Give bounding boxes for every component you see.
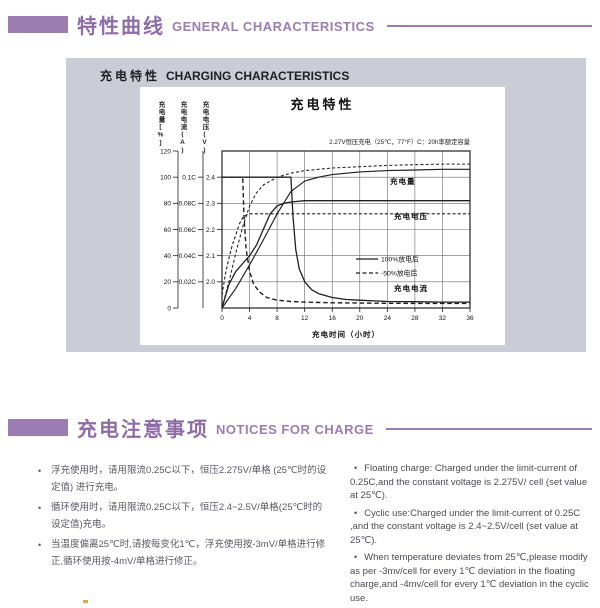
percent-tick-label: 40 [164,253,172,260]
panel-title-zh: 充电特性 [100,69,161,83]
notice-text: Floating charge: Charged under the limit… [350,463,588,501]
notice-text: Cyclic use:Charged under the limit-curre… [350,507,581,546]
x-tick-label: 24 [384,315,392,322]
section-heading-zh: 特性曲线 [77,16,165,38]
header-rule-line [386,25,592,27]
charging-characteristics-panel: 充电特性 CHARGING CHARACTERISTICS 充电特性 充电量[%]… [66,58,586,352]
bullet-icon: • [354,463,358,473]
bullet-icon: • [38,540,42,550]
x-tick-label: 20 [356,315,364,322]
x-tick-label: 8 [275,315,279,322]
voltage-tick-label: 2.1 [206,253,215,260]
series-path-current-50 [222,176,470,305]
y-axis-title-voltage: 充电电压(V) [201,101,208,155]
voltage-tick-label: 2.0 [206,279,215,286]
notice-text: 当温度偏离25℃时,请按每变化1℃，浮充使用按-3mV/单格进行修正,循环使用按… [51,539,326,567]
percent-tick-label: 60 [164,227,172,234]
x-tick-label: 36 [466,315,474,322]
notice-item-zh: • 浮充使用时，请用限流0.25C以下，恒压2.275V/单格 (25℃时的设定… [38,462,328,496]
chart-note: 2.27V恒压充电（25℃，77°F）C：20h率额定容量 [329,137,471,146]
percent-tick-label: 120 [160,148,171,155]
percent-tick-label: 80 [164,201,172,208]
bullet-icon: • [354,552,358,562]
x-axis-label: 充电时间（小时） [312,329,380,339]
x-tick-label: 4 [248,315,252,322]
notice-item-en: • Floating charge: Charged under the limi… [350,462,596,503]
section-header-notices-for-charge: 充电注意事项 NOTICES FOR CHARGE [0,413,600,442]
notice-text: When temperature deviates from 25℃,pleas… [350,552,589,604]
header-accent-rect [8,16,68,33]
series-path-quantity-50 [221,163,470,309]
percent-tick-label: 100 [160,175,171,182]
section-heading-zh: 充电注意事项 [77,419,209,441]
x-tick-label: 16 [329,315,337,322]
curve-label: 充电量 [390,176,416,186]
percent-tick-label: 20 [164,279,172,286]
percent-tick-label: 0 [167,305,171,312]
series-path-quantity-100 [221,168,470,309]
current-tick-label: 0.1C [182,175,196,182]
notice-item-en: • Cyclic use:Charged under the limit-curr… [350,507,596,548]
notice-item-zh: • 当温度偏离25℃时,请按每变化1℃，浮充使用按-3mV/单格进行修正,循环使… [38,536,328,570]
bullet-icon: • [38,503,42,513]
current-tick-label: 0.08C [179,201,197,208]
voltage-tick-label: 2.2 [206,227,215,234]
notice-item-en: • When temperature deviates from 25℃,plea… [350,551,596,605]
header-rule-line [385,428,592,430]
notice-item-zh: • 循环使用时，请用限流0.25C以下，恒压2.4~2.5V/单格(25℃时的设… [38,499,328,533]
series-path-voltage-50 [221,213,470,295]
notice-text: 浮充使用时，请用限流0.25C以下，恒压2.275V/单格 (25℃时的设定值)… [51,465,327,493]
voltage-tick-label: 2.3 [206,201,215,208]
series-path-voltage-100 [221,200,470,309]
notices-column-en: • Floating charge: Charged under the limi… [350,462,596,608]
legend-label: 100%放电后 [381,255,419,264]
notices-column-zh: • 浮充使用时，请用限流0.25C以下，恒压2.275V/单格 (25℃时的设定… [38,462,328,573]
current-tick-label: 0.04C [179,253,197,260]
section-heading-en: NOTICES FOR CHARGE [216,421,374,437]
current-tick-label: 0.06C [179,227,197,234]
chart-container: 充电特性 充电量[%] 充电电流(A) 充电电压(V) 120 100 80 60 40… [140,87,505,345]
section-header-general-characteristics: 特性曲线 GENERAL CHARACTERISTICS [0,10,600,39]
current-tick-label: 0.02C [179,279,197,286]
x-tick-label: 0 [220,315,224,322]
voltage-tick-label: 2.4 [206,175,215,182]
x-tick-label: 12 [301,315,309,322]
footer-page-mark [83,600,88,603]
y-axis-title-current: 充电电流(A) [179,101,186,155]
bullet-icon: • [354,507,358,518]
section-heading-en: GENERAL CHARACTERISTICS [172,18,375,34]
bullet-icon: • [38,466,42,476]
x-tick-label: 32 [439,315,447,322]
charging-chart: 1201008060402000.1C0.08C0.06C0.04C0.02C2… [160,137,474,339]
panel-title-en: CHARGING CHARACTERISTICS [166,69,350,83]
x-tick-label: 28 [411,315,419,322]
legend-label: -50%放电后 [381,269,417,278]
header-accent-rect [8,419,68,436]
y-axis-title-percent: 充电量[%] [157,101,164,148]
panel-title: 充电特性 CHARGING CHARACTERISTICS [100,67,349,84]
curve-label: 充电电压 [394,211,428,221]
chart-title: 充电特性 [290,97,355,112]
notice-text: 循环使用时，请用限流0.25C以下，恒压2.4~2.5V/单格(25℃时的设定值… [51,502,323,530]
series-path-current-100 [222,176,470,303]
curve-label: 充电电流 [394,283,428,293]
